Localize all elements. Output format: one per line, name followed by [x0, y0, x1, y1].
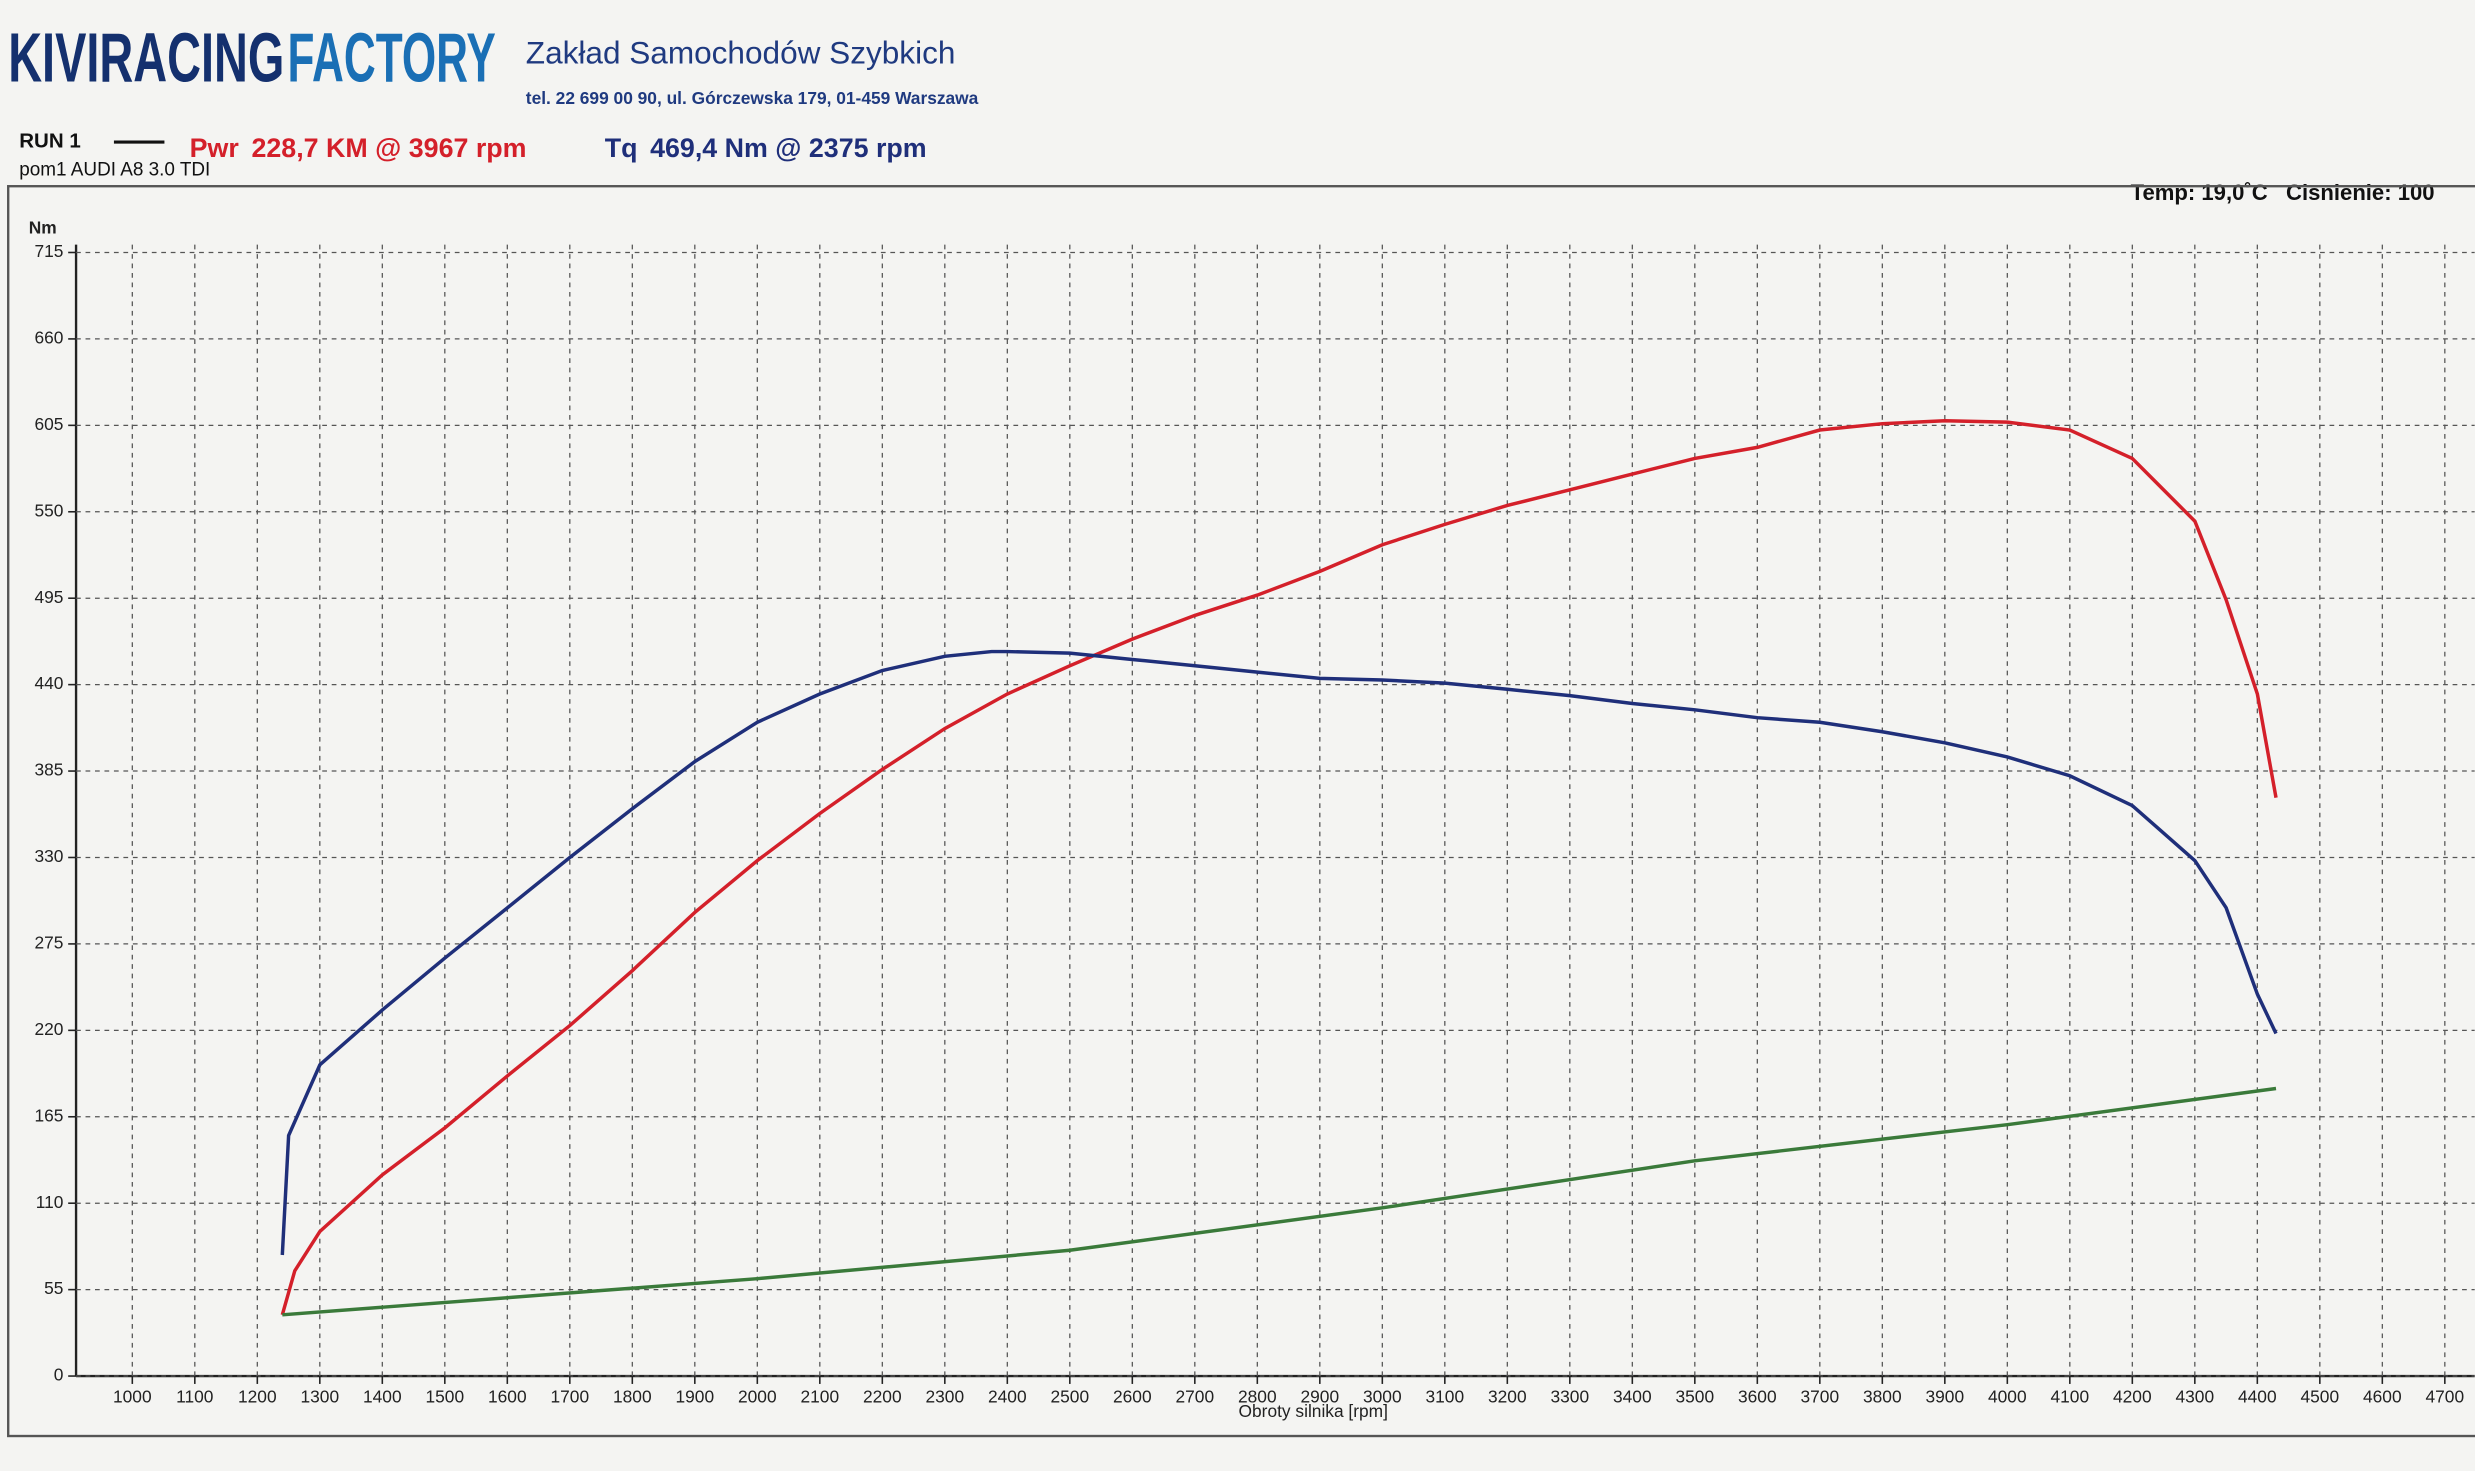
x-tick-label: 4700	[2426, 1387, 2465, 1407]
x-tick-label: 3900	[1926, 1387, 1965, 1407]
y-tick-label: 605	[35, 414, 64, 434]
y-tick-label: 0	[54, 1365, 64, 1385]
chart-frame	[7, 185, 2475, 1438]
y-axis-label: Nm	[29, 217, 57, 237]
conditions: Temp: 19,0˚C Cisnienie: 100	[2131, 180, 2435, 205]
x-tick-label: 2900	[1301, 1387, 1340, 1407]
legend-peak: 228,7 KM @ 3967 rpm	[251, 133, 526, 163]
y-tick-label: 330	[35, 846, 64, 866]
vehicle: pom1 AUDI A8 3.0 TDI	[19, 159, 210, 180]
x-tick-label: 4600	[2363, 1387, 2402, 1407]
logo: KIVIRACING	[8, 18, 284, 96]
x-tick-label: 3100	[1426, 1387, 1465, 1407]
y-tick-label: 715	[35, 241, 64, 261]
run: RUN 1	[19, 129, 81, 152]
x-tick-label: 4300	[2176, 1387, 2215, 1407]
x-tick-label: 2500	[1051, 1387, 1090, 1407]
x-tick-label: 1100	[176, 1387, 213, 1407]
x-tick-label: 2200	[863, 1387, 902, 1407]
x-tick-label: 1000	[113, 1387, 152, 1407]
x-tick-label: 3700	[1801, 1387, 1840, 1407]
y-tick-label: 165	[35, 1105, 64, 1125]
x-tick-label: 1700	[551, 1387, 590, 1407]
x-tick-label: 1200	[238, 1387, 277, 1407]
x-tick-label: 3500	[1676, 1387, 1715, 1407]
y-tick-label: 660	[35, 327, 64, 347]
x-tick-label: 3800	[1863, 1387, 1902, 1407]
x-tick-label: 2300	[926, 1387, 965, 1407]
x-tick-label: 1800	[613, 1387, 652, 1407]
y-tick-label: 55	[44, 1278, 63, 1298]
x-tick-label: 2000	[738, 1387, 777, 1407]
y-tick-label: 440	[35, 673, 64, 693]
x-tick-label: 3400	[1613, 1387, 1652, 1407]
x-tick-label: 1400	[363, 1387, 402, 1407]
y-tick-label: 110	[36, 1192, 64, 1212]
x-tick-label: 3200	[1488, 1387, 1527, 1407]
y-tick-label: 550	[35, 500, 64, 520]
y-tick-label: 220	[35, 1019, 64, 1039]
x-tick-label: 2100	[801, 1387, 840, 1407]
legend-name: Pwr	[190, 133, 240, 163]
x-tick-label: 4500	[2301, 1387, 2340, 1407]
x-tick-label: 2700	[1176, 1387, 1215, 1407]
series-line	[280, 418, 2278, 1316]
x-tick-label: 1300	[301, 1387, 340, 1407]
x-tick-label: 3600	[1738, 1387, 1777, 1407]
x-axis-label: Obroty silnika [rpm]	[1239, 1401, 1388, 1421]
x-tick-label: 2400	[988, 1387, 1027, 1407]
legend-peak: 469,4 Nm @ 2375 rpm	[650, 133, 927, 163]
logo: FACTORY	[288, 18, 496, 96]
x-tick-label: 3000	[1363, 1387, 1402, 1407]
y-tick-label: 495	[35, 587, 64, 607]
x-tick-label: 2600	[1113, 1387, 1152, 1407]
y-tick-label: 275	[35, 932, 64, 952]
x-tick-label: 1500	[426, 1387, 465, 1407]
series-line	[280, 649, 2278, 1256]
x-tick-label: 1900	[676, 1387, 715, 1407]
x-tick-label: 4400	[2238, 1387, 2277, 1407]
x-tick-label: 2800	[1238, 1387, 1277, 1407]
x-tick-label: 1600	[488, 1387, 527, 1407]
x-tick-label: 4100	[2051, 1387, 2090, 1407]
y-tick-label: 385	[35, 760, 64, 780]
address: tel. 22 699 00 90, ul. Górczewska 179, 0…	[526, 88, 979, 108]
x-tick-label: 3300	[1551, 1387, 1590, 1407]
legend-name: Tq	[605, 133, 638, 163]
x-tick-label: 4200	[2113, 1387, 2152, 1407]
x-tick-label: 4000	[1988, 1387, 2027, 1407]
series-line	[282, 1086, 2277, 1317]
company: Zakład Samochodów Szybkich	[526, 35, 956, 71]
